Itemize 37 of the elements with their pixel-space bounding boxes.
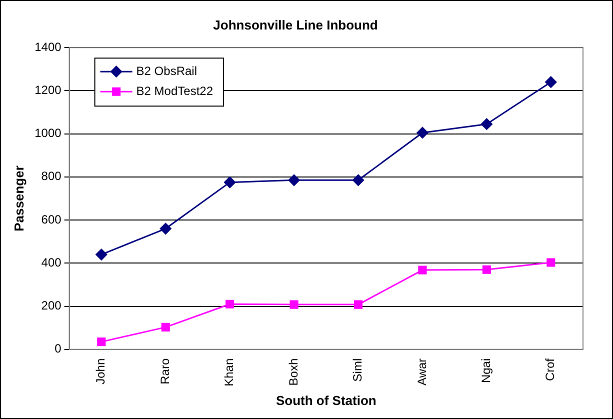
legend-label: B2 ObsRail (136, 64, 197, 78)
y-tick-label: 600 (41, 212, 62, 226)
y-tick-label: 1400 (34, 40, 62, 54)
chart-title: Johnsonville Line Inbound (213, 17, 378, 32)
point (96, 248, 108, 260)
y-tick-label: 400 (41, 255, 62, 270)
x-tick-label: Awar (414, 358, 429, 386)
point (224, 176, 236, 188)
x-tick-label: Siml (350, 358, 365, 382)
legend-label: B2 ModTest22 (136, 84, 214, 98)
y-tick-label: 1000 (34, 126, 62, 140)
x-axis-title: South of Station (276, 392, 376, 408)
y-tick-label: 1200 (34, 83, 62, 98)
point (545, 76, 557, 88)
point (288, 174, 300, 186)
point (354, 300, 363, 309)
y-tick-label: 800 (41, 169, 62, 184)
point (226, 300, 234, 308)
y-tick-label: 0 (54, 342, 62, 356)
x-tick-label: Raro (158, 358, 172, 384)
x-tick-label: Khan (222, 358, 236, 386)
point (290, 300, 298, 309)
y-tick-label: 200 (41, 298, 62, 313)
point (546, 258, 556, 267)
x-tick-label: Ngai (478, 358, 493, 384)
point (161, 322, 170, 332)
point (352, 174, 364, 186)
x-tick-label: Boxh (286, 358, 300, 386)
x-tick-label: Crof (543, 358, 558, 382)
y-axis-title: Passenger (11, 166, 26, 232)
x-tick-label: John (94, 358, 108, 384)
point (416, 126, 428, 138)
point (418, 266, 427, 274)
point (482, 265, 491, 274)
point (97, 338, 106, 346)
point (160, 222, 172, 234)
point (480, 118, 492, 130)
